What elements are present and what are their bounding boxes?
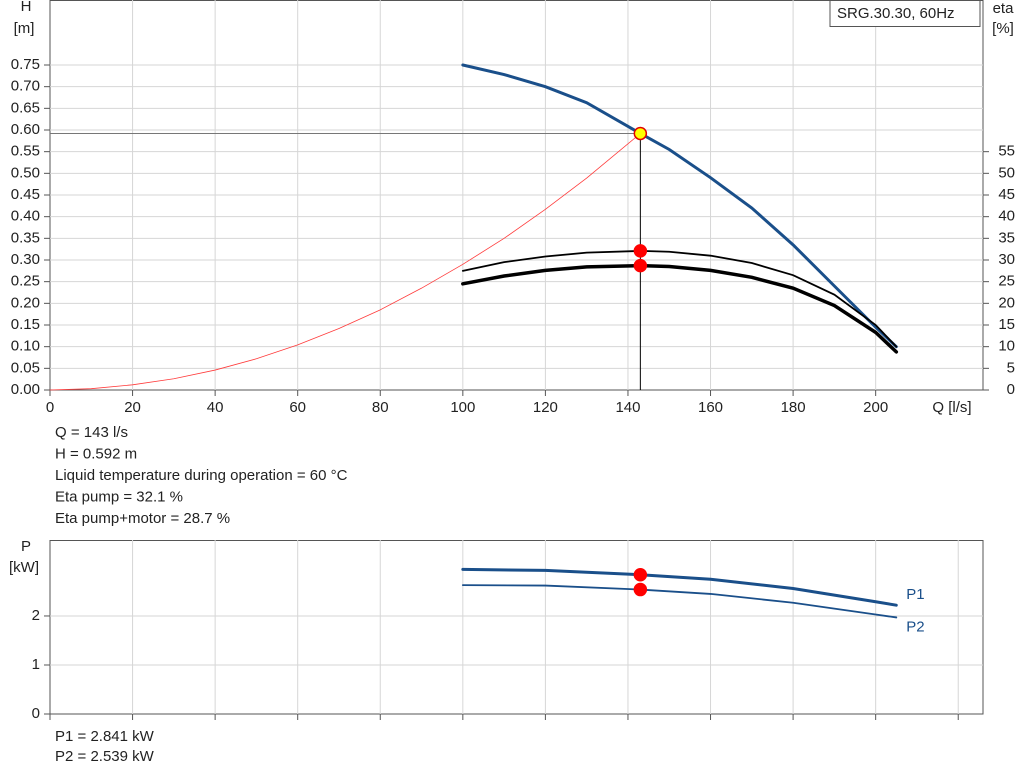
x-tick-label: 0 [46, 399, 54, 416]
series-label: P1 [906, 586, 924, 603]
y2-tick-label: 35 [998, 229, 1015, 246]
y2-tick-label: 5 [1007, 359, 1015, 376]
operating-info: H = 0.592 m [55, 445, 137, 462]
duty-point [633, 258, 648, 273]
curve [49, 133, 641, 391]
y-axis-label: P [21, 538, 31, 555]
y-axis-unit: [kW] [9, 559, 39, 576]
y2-tick-label: 0 [1007, 381, 1015, 398]
series-label: P2 [906, 618, 924, 635]
y-tick-label: 0.50 [11, 164, 40, 181]
x-tick-label: 40 [207, 399, 224, 416]
curve [461, 263, 899, 354]
x-tick-label: 180 [781, 399, 806, 416]
y2-tick-label: 25 [998, 273, 1015, 290]
curve [461, 249, 898, 348]
legend-text: SRG.30.30, 60Hz [837, 5, 955, 22]
y2-tick-label: 10 [998, 338, 1015, 355]
legend-box [829, 0, 981, 27]
y-tick-label: 0.35 [11, 229, 40, 246]
y-tick-label: 0.25 [11, 273, 40, 290]
curve [461, 567, 898, 607]
y-tick-label: 0.15 [11, 316, 40, 333]
plot-area [49, 540, 984, 715]
x-tick-label: 120 [533, 399, 558, 416]
y-axis-unit: [m] [14, 20, 35, 37]
operating-info: P1 = 2.841 kW [55, 728, 155, 745]
y-tick-label: 0.55 [11, 143, 40, 160]
y-tick-label: 0.05 [11, 359, 40, 376]
x-tick-label: 100 [450, 399, 475, 416]
y2-tick-label: 45 [998, 186, 1015, 203]
curve [461, 584, 898, 619]
y2-tick-label: 50 [998, 164, 1015, 181]
y2-tick-label: 20 [998, 294, 1015, 311]
y-tick-label: 0.75 [11, 56, 40, 73]
duty-point [633, 582, 648, 597]
y2-tick-label: 55 [998, 143, 1015, 160]
duty-point [633, 126, 648, 141]
y2-tick-label: 40 [998, 208, 1015, 225]
y-tick-label: 0.40 [11, 208, 40, 225]
operating-info: Q = 143 l/s [55, 424, 128, 441]
y-axis-label: H [21, 0, 32, 15]
y-tick-label: 0.60 [11, 121, 40, 138]
y2-axis-label: eta [993, 0, 1015, 17]
y-tick-label: 1 [32, 656, 40, 673]
operating-info: Liquid temperature during operation = 60… [55, 467, 348, 484]
y2-axis-unit: [%] [992, 20, 1014, 37]
y-tick-label: 0.70 [11, 78, 40, 95]
operating-info: Eta pump = 32.1 % [55, 488, 183, 505]
x-tick-label: 140 [615, 399, 640, 416]
y2-tick-label: 15 [998, 316, 1015, 333]
y-tick-label: 0.65 [11, 99, 40, 116]
x-tick-label: 80 [372, 399, 389, 416]
x-axis-label: Q [l/s] [932, 399, 971, 416]
y-tick-label: 0.10 [11, 338, 40, 355]
x-tick-label: 200 [863, 399, 888, 416]
duty-point [633, 244, 648, 258]
x-tick-label: 60 [289, 399, 306, 416]
x-tick-label: 160 [698, 399, 723, 416]
duty-point [633, 568, 648, 582]
y-tick-label: 0.30 [11, 251, 40, 268]
y-tick-label: 0 [32, 705, 40, 722]
x-tick-label: 20 [124, 399, 141, 416]
curve [461, 63, 898, 349]
y2-tick-label: 30 [998, 251, 1015, 268]
y-tick-label: 0.00 [11, 381, 40, 398]
y-tick-label: 2 [32, 607, 40, 624]
y-tick-label: 0.45 [11, 186, 40, 203]
operating-info: P2 = 2.539 kW [55, 748, 155, 765]
y-tick-label: 0.20 [11, 294, 40, 311]
operating-info: Eta pump+motor = 28.7 % [55, 510, 230, 527]
